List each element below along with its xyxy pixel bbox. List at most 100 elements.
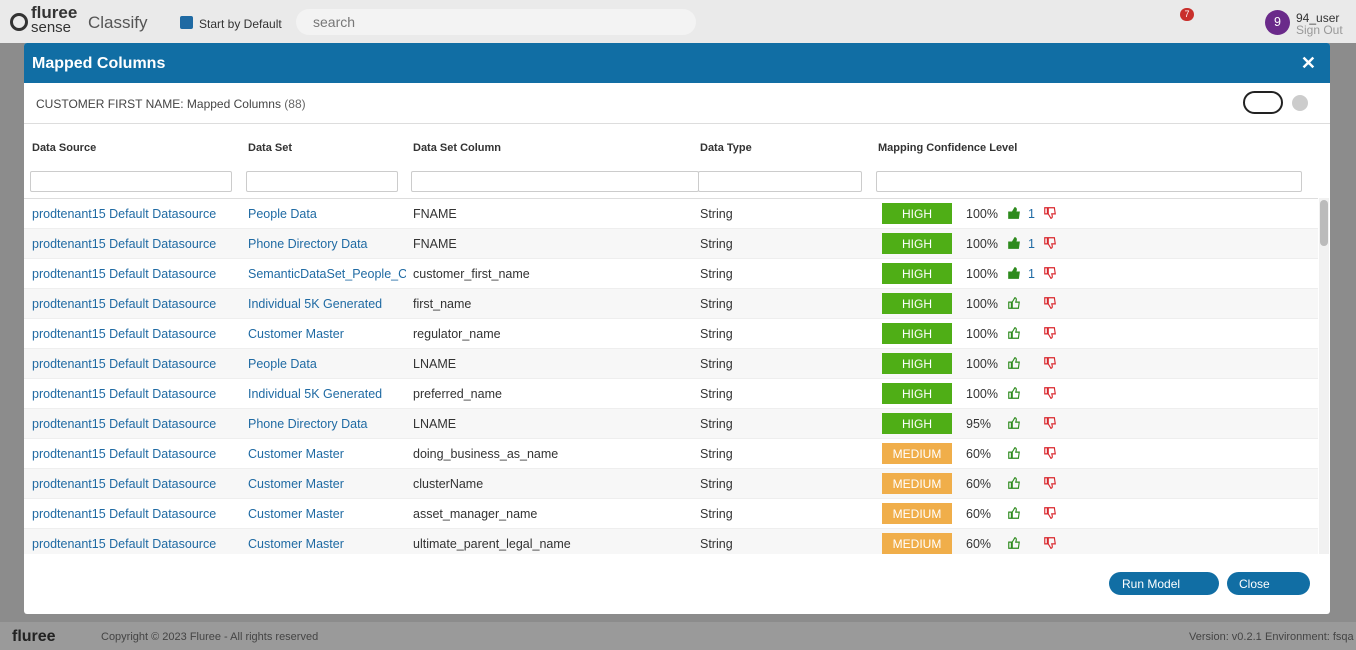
- like[interactable]: [1007, 506, 1021, 523]
- dislike[interactable]: [1043, 296, 1057, 313]
- data-source[interactable]: prodtenant15 Default Datasource: [32, 297, 217, 311]
- filter-input[interactable]: [411, 171, 699, 192]
- dislike[interactable]: [1043, 356, 1057, 373]
- thumbs-up[interactable]: [1007, 206, 1021, 220]
- thumbs-down[interactable]: [1043, 296, 1057, 310]
- thumbs-up[interactable]: [1007, 476, 1021, 490]
- checkbox[interactable]: [180, 16, 193, 29]
- data-set[interactable]: Customer Master: [248, 477, 344, 491]
- data-source[interactable]: prodtenant15 Default Datasource: [32, 417, 217, 431]
- like[interactable]: [1007, 386, 1021, 403]
- filter-input[interactable]: [876, 171, 1302, 192]
- dislike[interactable]: [1043, 236, 1057, 253]
- table-row: prodtenant15 Default Datasource People Da…: [24, 199, 1318, 229]
- thumbs-down[interactable]: [1043, 326, 1057, 340]
- thumbs-down[interactable]: [1043, 506, 1057, 520]
- like[interactable]: [1007, 536, 1021, 553]
- data-set[interactable]: Individual 5K Generated: [248, 387, 383, 401]
- column-header[interactable]: Data Source: [32, 142, 97, 154]
- thumbs-up[interactable]: [1007, 296, 1021, 310]
- data-set[interactable]: Individual 5K Generated: [248, 297, 383, 311]
- confidence-level: HIGH: [882, 203, 952, 224]
- close-button[interactable]: Close: [1227, 572, 1310, 595]
- dislike[interactable]: [1043, 536, 1057, 553]
- dislike[interactable]: [1043, 506, 1057, 523]
- thumbs-down[interactable]: [1043, 386, 1057, 400]
- data-set[interactable]: Customer Master: [248, 537, 344, 551]
- confidence-percent: 100%: [966, 207, 998, 221]
- sign-out[interactable]: Sign Out: [1296, 23, 1343, 37]
- data-set[interactable]: Phone Directory Data: [248, 417, 368, 431]
- thumbs-up[interactable]: [1007, 536, 1021, 550]
- thumbs-up[interactable]: [1007, 446, 1021, 460]
- thumbs-down[interactable]: [1043, 266, 1057, 280]
- filter-input[interactable]: [246, 171, 398, 192]
- like[interactable]: [1007, 446, 1021, 463]
- thumbs-down[interactable]: [1043, 416, 1057, 430]
- dislike[interactable]: [1043, 326, 1057, 343]
- data-set[interactable]: Phone Directory Data: [248, 237, 368, 251]
- data-set-column: FNAME: [413, 237, 457, 251]
- like[interactable]: [1007, 236, 1021, 253]
- settings-button[interactable]: [1292, 95, 1308, 111]
- data-source[interactable]: prodtenant15 Default Datasource: [32, 327, 217, 341]
- thumbs-up[interactable]: [1007, 326, 1021, 340]
- data-set[interactable]: People Data: [248, 207, 317, 221]
- thumbs-down[interactable]: [1043, 236, 1057, 250]
- data-set[interactable]: Customer Master: [248, 327, 344, 341]
- app-menu[interactable]: Classify: [88, 13, 148, 32]
- thumbs-down[interactable]: [1043, 536, 1057, 550]
- like[interactable]: [1007, 356, 1021, 373]
- thumbs-up[interactable]: [1007, 386, 1021, 400]
- data-source[interactable]: prodtenant15 Default Datasource: [32, 387, 217, 401]
- dislike[interactable]: [1043, 476, 1057, 493]
- close-x[interactable]: ✕: [1300, 53, 1316, 73]
- column-header[interactable]: Data Type: [700, 142, 752, 154]
- data-source[interactable]: prodtenant15 Default Datasource: [32, 267, 217, 281]
- thumbs-up[interactable]: [1007, 266, 1021, 280]
- data-source[interactable]: prodtenant15 Default Datasource: [32, 537, 217, 551]
- data-type: String: [700, 417, 733, 431]
- table-body: prodtenant15 Default Datasource People Da…: [24, 198, 1318, 554]
- dislike[interactable]: [1043, 266, 1057, 283]
- data-source[interactable]: prodtenant15 Default Datasource: [32, 477, 217, 491]
- thumbs-up[interactable]: [1007, 506, 1021, 520]
- export-button[interactable]: [1243, 91, 1283, 114]
- like[interactable]: [1007, 296, 1021, 313]
- like[interactable]: [1007, 266, 1021, 283]
- column-header[interactable]: Data Set Column: [413, 142, 502, 154]
- filter-input[interactable]: [30, 171, 232, 192]
- dislike[interactable]: [1043, 206, 1057, 223]
- data-source[interactable]: prodtenant15 Default Datasource: [32, 237, 217, 251]
- column-header[interactable]: Mapping Confidence Level: [878, 142, 1018, 154]
- filter-input[interactable]: [698, 171, 862, 192]
- dislike[interactable]: [1043, 416, 1057, 433]
- data-set[interactable]: Customer Master: [248, 447, 344, 461]
- data-source[interactable]: prodtenant15 Default Datasource: [32, 207, 217, 221]
- run-model-button[interactable]: Run Model: [1109, 572, 1219, 595]
- thumbs-down[interactable]: [1043, 446, 1057, 460]
- data-source[interactable]: prodtenant15 Default Datasource: [32, 507, 217, 521]
- dislike[interactable]: [1043, 446, 1057, 463]
- thumbs-down[interactable]: [1043, 356, 1057, 370]
- dislike[interactable]: [1043, 386, 1057, 403]
- like[interactable]: [1007, 416, 1021, 433]
- thumbs-up[interactable]: [1007, 236, 1021, 250]
- like[interactable]: [1007, 326, 1021, 343]
- thumbs-up[interactable]: [1007, 356, 1021, 370]
- scrollbar[interactable]: [1319, 198, 1329, 554]
- table-row: prodtenant15 Default Datasource Customer …: [24, 529, 1318, 554]
- thumbs-up[interactable]: [1007, 416, 1021, 430]
- column-header[interactable]: Data Set: [248, 142, 293, 154]
- data-source[interactable]: prodtenant15 Default Datasource: [32, 447, 217, 461]
- thumbs-down[interactable]: [1043, 206, 1057, 220]
- avatar[interactable]: 9: [1265, 10, 1290, 35]
- data-source[interactable]: prodtenant15 Default Datasource: [32, 357, 217, 371]
- like[interactable]: [1007, 476, 1021, 493]
- search[interactable]: search: [296, 9, 696, 35]
- data-set[interactable]: Customer Master: [248, 507, 344, 521]
- like[interactable]: [1007, 206, 1021, 223]
- thumbs-down[interactable]: [1043, 476, 1057, 490]
- data-set[interactable]: People Data: [248, 357, 317, 371]
- data-set[interactable]: SemanticDataSet_People_C: [248, 267, 406, 281]
